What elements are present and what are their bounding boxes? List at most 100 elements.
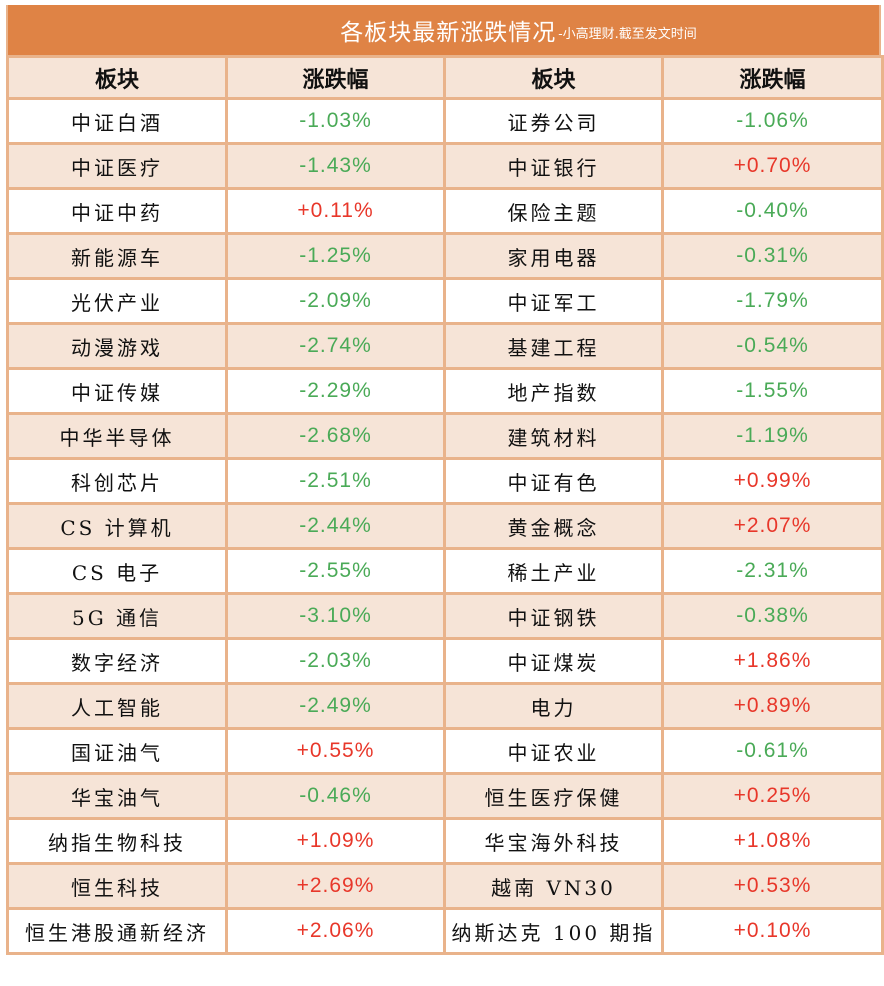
table-row: 人工智能 -2.49% 电力 +0.89% <box>6 682 884 730</box>
change-value-left: -3.10% <box>225 592 446 640</box>
sector-name-right: 中证有色 <box>443 457 664 505</box>
sector-name-left: 恒生科技 <box>6 862 228 910</box>
change-value-right: +0.89% <box>661 682 884 730</box>
sector-name-left: 中证传媒 <box>6 367 228 415</box>
table-title: 各板块最新涨跌情况 <box>340 20 557 46</box>
table-row: 科创芯片 -2.51% 中证有色 +0.99% <box>6 457 884 505</box>
sector-name-left: 中证中药 <box>6 187 228 235</box>
table-row: 5G 通信 -3.10% 中证钢铁 -0.38% <box>6 592 884 640</box>
change-value-right: -1.19% <box>661 412 884 460</box>
sector-name-right: 基建工程 <box>443 322 664 370</box>
table-row: 数字经济 -2.03% 中证煤炭 +1.86% <box>6 637 884 685</box>
sector-name-right: 黄金概念 <box>443 502 664 550</box>
change-value-left: -2.51% <box>225 457 446 505</box>
change-value-right: +0.25% <box>661 772 884 820</box>
header-change-right: 涨跌幅 <box>661 55 884 100</box>
table-row: 光伏产业 -2.09% 中证军工 -1.79% <box>6 277 884 325</box>
change-value-left: -2.29% <box>225 367 446 415</box>
sector-name-right: 稀土产业 <box>443 547 664 595</box>
change-value-right: +0.53% <box>661 862 884 910</box>
table-row: 中证中药 +0.11% 保险主题 -0.40% <box>6 187 884 235</box>
sector-name-right: 纳斯达克 100 期指 <box>443 907 664 955</box>
change-value-right: +2.07% <box>661 502 884 550</box>
sector-name-right: 中证银行 <box>443 142 664 190</box>
sector-name-left: 5G 通信 <box>6 592 228 640</box>
change-value-left: -0.46% <box>225 772 446 820</box>
table-row: 华宝油气 -0.46% 恒生医疗保健 +0.25% <box>6 772 884 820</box>
change-value-right: -0.31% <box>661 232 884 280</box>
change-value-right: -1.06% <box>661 97 884 145</box>
table-row: 中证传媒 -2.29% 地产指数 -1.55% <box>6 367 884 415</box>
table-row: 中华半导体 -2.68% 建筑材料 -1.19% <box>6 412 884 460</box>
table-row: 新能源车 -1.25% 家用电器 -0.31% <box>6 232 884 280</box>
change-value-right: +0.10% <box>661 907 884 955</box>
table-body: 中证白酒 -1.03% 证券公司 -1.06% 中证医疗 -1.43% 中证银行 +0.70%… <box>6 97 884 955</box>
sector-name-left: 华宝油气 <box>6 772 228 820</box>
table-row: 动漫游戏 -2.74% 基建工程 -0.54% <box>6 322 884 370</box>
sector-name-right: 越南 VN30 <box>443 862 664 910</box>
header-row: 板块 涨跌幅 板块 涨跌幅 <box>6 55 884 100</box>
change-value-left: +0.55% <box>225 727 446 775</box>
change-value-left: +1.09% <box>225 817 446 865</box>
sector-name-right: 保险主题 <box>443 187 664 235</box>
change-value-right: -1.79% <box>661 277 884 325</box>
change-value-right: -0.54% <box>661 322 884 370</box>
sector-name-right: 中证军工 <box>443 277 664 325</box>
change-value-left: -2.68% <box>225 412 446 460</box>
sector-name-left: 动漫游戏 <box>6 322 228 370</box>
change-value-right: +1.86% <box>661 637 884 685</box>
sector-name-left: 恒生港股通新经济 <box>6 907 228 955</box>
sector-name-right: 恒生医疗保健 <box>443 772 664 820</box>
table-row: 中证白酒 -1.03% 证券公司 -1.06% <box>6 97 884 145</box>
sector-performance-table-container: 各板块最新涨跌情况 -小高理财.截至发文时间 板块 涨跌幅 板块 涨跌幅 中证白… <box>6 5 884 955</box>
header-change-left: 涨跌幅 <box>225 55 446 100</box>
sector-name-right: 中证煤炭 <box>443 637 664 685</box>
sector-name-right: 建筑材料 <box>443 412 664 460</box>
sector-name-left: 中证医疗 <box>6 142 228 190</box>
change-value-left: -2.44% <box>225 502 446 550</box>
change-value-right: -2.31% <box>661 547 884 595</box>
sector-name-left: 国证油气 <box>6 727 228 775</box>
change-value-right: -0.40% <box>661 187 884 235</box>
table-row: 恒生科技 +2.69% 越南 VN30 +0.53% <box>6 862 884 910</box>
change-value-left: -2.74% <box>225 322 446 370</box>
change-value-left: +2.06% <box>225 907 446 955</box>
change-value-left: -2.55% <box>225 547 446 595</box>
sector-name-left: 人工智能 <box>6 682 228 730</box>
table-row: 纳指生物科技 +1.09% 华宝海外科技 +1.08% <box>6 817 884 865</box>
table-row: CS 电子 -2.55% 稀土产业 -2.31% <box>6 547 884 595</box>
sector-name-left: 科创芯片 <box>6 457 228 505</box>
change-value-right: +1.08% <box>661 817 884 865</box>
sector-name-left: 中证白酒 <box>6 97 228 145</box>
table-title-bar: 各板块最新涨跌情况 -小高理财.截至发文时间 <box>6 5 881 55</box>
sector-name-right: 华宝海外科技 <box>443 817 664 865</box>
table-row: 中证医疗 -1.43% 中证银行 +0.70% <box>6 142 884 190</box>
change-value-left: -2.09% <box>225 277 446 325</box>
sector-name-right: 中证农业 <box>443 727 664 775</box>
change-value-left: -2.03% <box>225 637 446 685</box>
change-value-right: -0.38% <box>661 592 884 640</box>
sector-name-left: 中华半导体 <box>6 412 228 460</box>
sector-name-left: CS 电子 <box>6 547 228 595</box>
table-row: 国证油气 +0.55% 中证农业 -0.61% <box>6 727 884 775</box>
change-value-left: -1.43% <box>225 142 446 190</box>
change-value-right: -0.61% <box>661 727 884 775</box>
change-value-right: +0.70% <box>661 142 884 190</box>
sector-name-left: 光伏产业 <box>6 277 228 325</box>
sector-performance-table: 板块 涨跌幅 板块 涨跌幅 中证白酒 -1.03% 证券公司 -1.06% 中证医疗 -1… <box>6 55 884 955</box>
sector-name-left: CS 计算机 <box>6 502 228 550</box>
sector-name-left: 数字经济 <box>6 637 228 685</box>
change-value-left: -1.03% <box>225 97 446 145</box>
change-value-left: -1.25% <box>225 232 446 280</box>
table-row: 恒生港股通新经济 +2.06% 纳斯达克 100 期指 +0.10% <box>6 907 884 955</box>
sector-name-left: 纳指生物科技 <box>6 817 228 865</box>
header-sector-right: 板块 <box>443 55 664 100</box>
sector-name-right: 家用电器 <box>443 232 664 280</box>
sector-name-right: 电力 <box>443 682 664 730</box>
header-sector-left: 板块 <box>6 55 228 100</box>
table-subtitle: -小高理财.截至发文时间 <box>558 26 697 42</box>
table-row: CS 计算机 -2.44% 黄金概念 +2.07% <box>6 502 884 550</box>
sector-name-right: 地产指数 <box>443 367 664 415</box>
sector-name-right: 中证钢铁 <box>443 592 664 640</box>
sector-name-left: 新能源车 <box>6 232 228 280</box>
